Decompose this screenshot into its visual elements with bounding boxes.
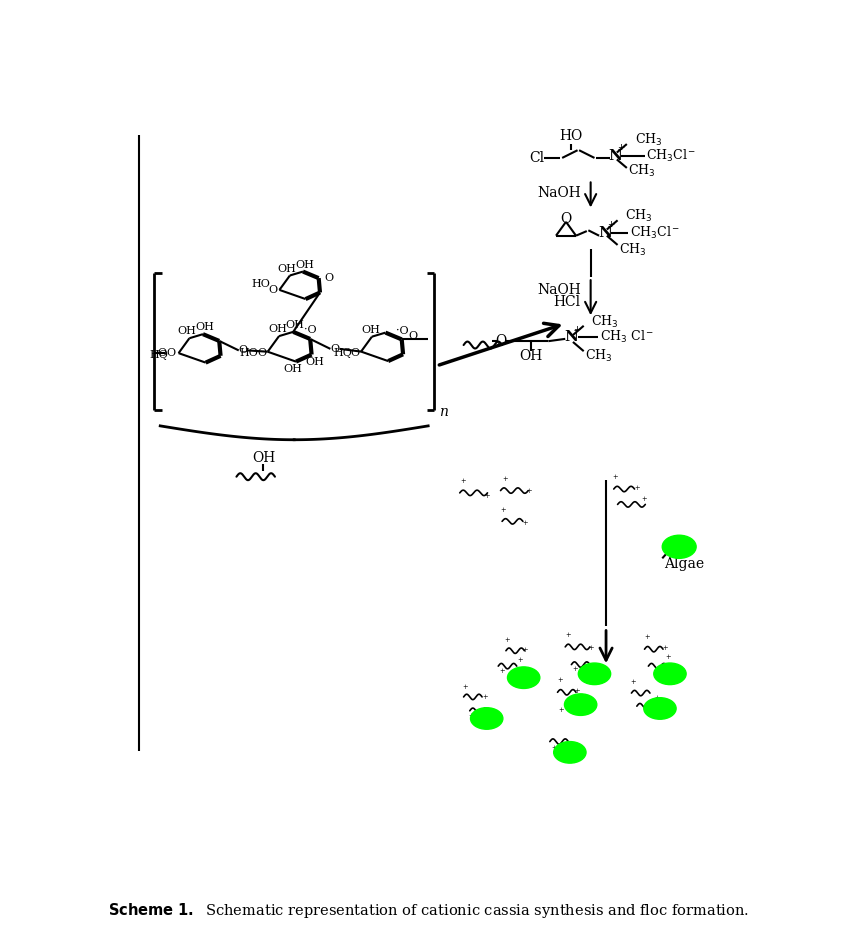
- Text: ·O: ·O: [304, 325, 317, 335]
- Ellipse shape: [565, 694, 597, 715]
- Text: OH: OH: [295, 260, 314, 270]
- Text: $^+$: $^+$: [467, 714, 475, 723]
- Text: $^+$: $^+$: [525, 489, 533, 498]
- Text: HO: HO: [251, 278, 270, 289]
- Text: N: N: [565, 331, 578, 344]
- Text: $^+$: $^+$: [572, 326, 583, 339]
- Text: $^+$: $^+$: [643, 636, 651, 644]
- Text: $^+$: $^+$: [640, 497, 649, 506]
- Ellipse shape: [578, 663, 611, 684]
- Text: O: O: [157, 348, 166, 358]
- Text: OH: OH: [305, 358, 324, 367]
- Text: $^+$: $^+$: [498, 669, 506, 679]
- Text: $^+$: $^+$: [482, 494, 491, 504]
- Text: O: O: [239, 345, 248, 356]
- Text: N: N: [608, 149, 622, 163]
- Text: CH$_3$: CH$_3$: [585, 348, 613, 364]
- Text: $^+$: $^+$: [501, 477, 510, 486]
- Text: $^+$: $^+$: [607, 221, 617, 234]
- Text: $^+$: $^+$: [461, 684, 469, 694]
- Text: Cl: Cl: [529, 151, 544, 165]
- Text: O: O: [166, 348, 176, 358]
- Ellipse shape: [644, 697, 676, 720]
- Text: CH$_3$ Cl$^-$: CH$_3$ Cl$^-$: [600, 330, 654, 345]
- Text: $^+$: $^+$: [611, 476, 619, 484]
- Text: $^+$: $^+$: [629, 681, 637, 689]
- Text: $^+$: $^+$: [632, 486, 641, 495]
- Text: HO: HO: [559, 129, 583, 143]
- Text: $^+$: $^+$: [571, 667, 579, 676]
- Text: OH: OH: [520, 349, 543, 363]
- Text: HQ: HQ: [333, 348, 352, 358]
- Ellipse shape: [553, 742, 586, 763]
- Text: CH$_3$: CH$_3$: [627, 163, 655, 179]
- Text: O: O: [408, 331, 417, 341]
- Text: ·O: ·O: [396, 326, 409, 336]
- Text: OH: OH: [285, 320, 304, 330]
- Text: O: O: [325, 273, 334, 283]
- Text: $^+$: $^+$: [504, 639, 511, 648]
- Text: $^+$: $^+$: [565, 633, 572, 642]
- Text: HCl: HCl: [553, 295, 581, 309]
- Text: O: O: [269, 285, 278, 295]
- Text: O: O: [560, 211, 571, 225]
- Text: $^+$: $^+$: [521, 520, 529, 530]
- Text: O: O: [350, 348, 360, 358]
- Text: $^+$: $^+$: [616, 143, 626, 156]
- Text: $^+$: $^+$: [573, 689, 582, 698]
- Text: CH$_3$: CH$_3$: [591, 314, 619, 330]
- Text: $^+$: $^+$: [459, 479, 468, 488]
- Text: OH: OH: [277, 263, 296, 274]
- Text: $^+$: $^+$: [521, 648, 529, 656]
- Text: OH: OH: [361, 325, 380, 335]
- Text: Algae: Algae: [664, 558, 704, 572]
- Text: $^+$: $^+$: [662, 646, 669, 655]
- Ellipse shape: [470, 708, 503, 729]
- Text: $^+$: $^+$: [587, 646, 595, 655]
- Text: OH: OH: [251, 452, 275, 466]
- Text: O: O: [495, 334, 506, 348]
- Ellipse shape: [654, 663, 686, 684]
- Text: OH: OH: [177, 326, 196, 336]
- Text: O: O: [330, 344, 340, 354]
- Text: CH$_3$: CH$_3$: [625, 209, 653, 224]
- Text: $^+$: $^+$: [664, 655, 673, 665]
- Text: $^+$: $^+$: [499, 508, 508, 518]
- Text: $^+$: $^+$: [654, 696, 662, 706]
- Text: $^+$: $^+$: [481, 695, 489, 705]
- Text: NaOH: NaOH: [537, 283, 581, 297]
- Ellipse shape: [662, 535, 696, 559]
- Text: CH$_3$Cl$^-$: CH$_3$Cl$^-$: [630, 224, 680, 240]
- Text: OH: OH: [268, 324, 287, 334]
- Ellipse shape: [507, 667, 540, 688]
- Text: $^+$: $^+$: [557, 708, 565, 717]
- Text: HO: HO: [239, 348, 258, 358]
- Text: NaOH: NaOH: [537, 185, 581, 199]
- Text: n: n: [439, 405, 448, 419]
- Text: CH$_3$: CH$_3$: [619, 241, 647, 258]
- Text: $^+$: $^+$: [550, 747, 559, 755]
- Text: $^+$: $^+$: [516, 658, 524, 667]
- Text: OH: OH: [283, 364, 302, 374]
- Text: CH$_3$: CH$_3$: [635, 132, 662, 148]
- Text: O: O: [257, 348, 266, 358]
- Text: CH$_3$Cl$^-$: CH$_3$Cl$^-$: [646, 147, 697, 164]
- Text: $\mathbf{Scheme\ 1.}$  Schematic representation of cationic cassia synthesis and: $\mathbf{Scheme\ 1.}$ Schematic represen…: [108, 901, 750, 920]
- Text: N: N: [598, 225, 613, 239]
- Text: $^+$: $^+$: [557, 679, 565, 688]
- Text: HQ: HQ: [149, 350, 168, 359]
- Text: OH: OH: [195, 322, 214, 332]
